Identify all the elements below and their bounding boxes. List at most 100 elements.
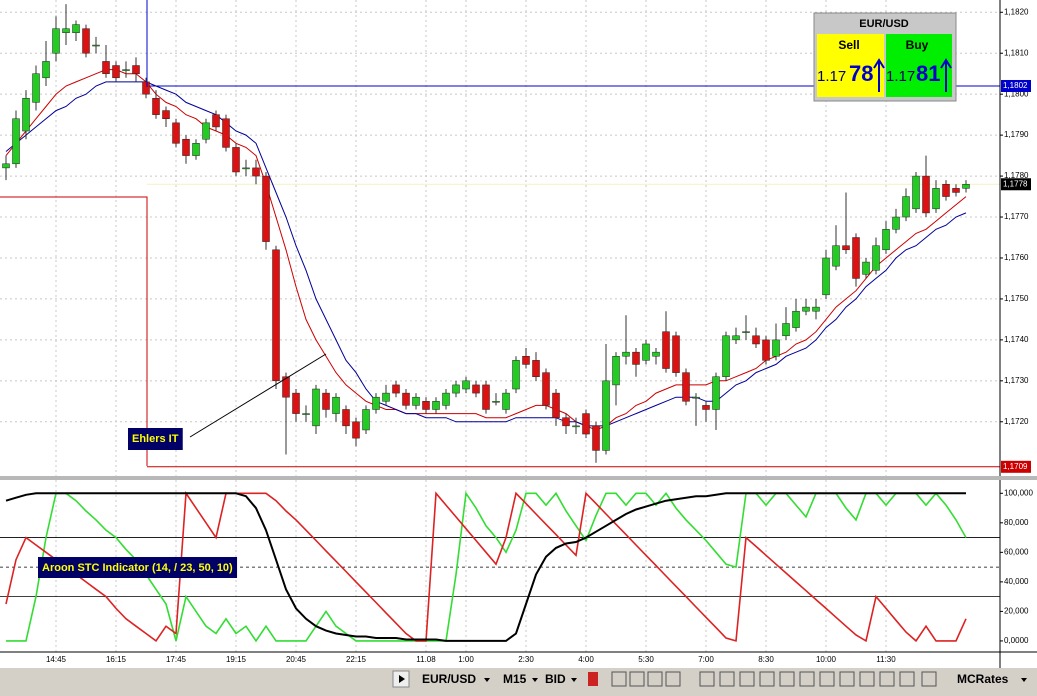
candle-body (862, 261, 870, 275)
candle-body (322, 392, 330, 410)
buy-label: Buy (906, 38, 929, 52)
annotation[interactable]: Ehlers IT (128, 428, 183, 450)
candle-body (2, 163, 10, 169)
candle-body (382, 392, 390, 402)
dropdown-arrow (484, 678, 490, 682)
candle-body (682, 372, 690, 402)
candle-body (162, 110, 170, 120)
candle-body (542, 372, 550, 406)
tool-icon[interactable] (699, 671, 715, 687)
tool-icon[interactable] (819, 671, 835, 687)
candle-body (52, 28, 60, 54)
price-marker-box (1001, 79, 1031, 92)
tool-icon[interactable] (921, 671, 937, 687)
candle-body (532, 360, 540, 377)
x-tick-label: 16:15 (106, 655, 127, 664)
candle-body (762, 339, 770, 361)
candle-body (582, 413, 590, 435)
y-tick-label: 100,000 (1004, 488, 1033, 497)
y-tick-label: 1,1760 (1004, 253, 1029, 262)
candle-body (112, 65, 120, 79)
candle-body (922, 175, 930, 214)
tool-icon[interactable] (779, 671, 795, 687)
candle-body (592, 425, 600, 451)
candle-body (152, 98, 160, 115)
period-selector[interactable]: M15 (503, 672, 527, 686)
broker-selector[interactable]: MCRates (957, 672, 1009, 686)
tool-icon[interactable] (879, 671, 895, 687)
tool-icon[interactable] (899, 671, 915, 687)
y-tick-label: 1,1790 (1004, 130, 1029, 139)
tool-icon[interactable] (859, 671, 875, 687)
candle-body (912, 175, 920, 210)
candle-body (602, 380, 610, 451)
dropdown-arrow (571, 678, 577, 682)
x-tick-label: 5:30 (638, 655, 654, 664)
candle-body (562, 417, 570, 427)
candle-body (202, 122, 210, 140)
price-type-selector[interactable]: BID (545, 672, 566, 686)
tool-icon[interactable] (629, 671, 645, 687)
candle-body (692, 396, 700, 399)
quote-panel[interactable]: EUR/USD Sell Buy 1.17 78 1.17 81 (813, 12, 957, 102)
indicator-label[interactable]: Aroon STC Indicator (14, / 23, 50, 10) (38, 557, 238, 578)
candle-body (122, 69, 130, 71)
candle-body (432, 401, 440, 410)
moving-average-line (5, 81, 967, 427)
tool-icon[interactable] (665, 671, 681, 687)
tool-icon[interactable] (611, 671, 627, 687)
price-marker-label: 1,1802 (1003, 81, 1028, 90)
candle-body (662, 331, 670, 369)
range-drawing (0, 196, 148, 466)
indicator-line (5, 490, 967, 643)
candle-body (722, 335, 730, 377)
candle-body (872, 245, 880, 271)
symbol-selector[interactable]: EUR/USD (422, 672, 476, 686)
price-marker-label: 1,1709 (1003, 462, 1028, 471)
candle-body (172, 122, 180, 144)
x-tick-label: 10:00 (816, 655, 837, 664)
candle-body (902, 196, 910, 218)
sell-label: Sell (838, 38, 859, 52)
candle-body (222, 118, 230, 148)
sell-price-prefix: 1.17 (817, 68, 846, 85)
candle-body (192, 143, 200, 156)
tool-icon[interactable] (647, 671, 663, 687)
candle-body (232, 147, 240, 173)
candle-body (182, 138, 190, 156)
candle-body (372, 396, 380, 410)
candle-body (272, 249, 280, 382)
candle-body (772, 339, 780, 357)
tool-icon[interactable] (719, 671, 735, 687)
y-tick-label: 1,1780 (1004, 171, 1029, 180)
moving-average-line (5, 69, 967, 431)
sell-button[interactable] (817, 34, 884, 97)
y-tick-label: 1,1730 (1004, 376, 1029, 385)
buy-button[interactable] (886, 34, 952, 97)
candle-body (802, 306, 810, 312)
tool-icon[interactable] (588, 672, 598, 686)
buy-price-pips: 81 (916, 61, 940, 86)
price-marker-box (1001, 460, 1031, 473)
candle-body (672, 335, 680, 373)
candle-body (702, 405, 710, 410)
tool-icon[interactable] (759, 671, 775, 687)
tool-icon[interactable] (799, 671, 815, 687)
candle-body (642, 343, 650, 361)
x-tick-label: 20:45 (286, 655, 307, 664)
y-tick-label: 0,0000 (1004, 636, 1029, 645)
tool-icon[interactable] (839, 671, 855, 687)
candle-body (632, 351, 640, 365)
tool-icon[interactable] (739, 671, 755, 687)
candle-body (652, 351, 660, 357)
toolbar: EUR/USD M15 BID MCRates (0, 668, 1037, 696)
candle-body (242, 167, 250, 170)
candle-body (352, 421, 360, 439)
candle-body (132, 65, 140, 74)
candle-body (42, 61, 50, 79)
x-tick-label: 2:30 (518, 655, 534, 664)
x-tick-label: 11.08 (416, 655, 436, 664)
grid-layer (0, 0, 1000, 652)
candle-body (292, 392, 300, 414)
candle-body (72, 24, 80, 34)
